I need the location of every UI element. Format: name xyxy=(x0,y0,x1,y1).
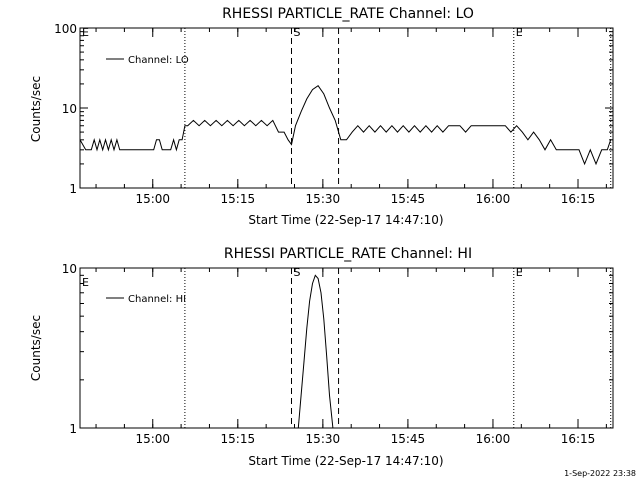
plot-frame xyxy=(79,27,614,189)
y-tick-label: 1 xyxy=(69,422,77,436)
marker-label: E xyxy=(516,26,523,39)
x-tick-label: 15:45 xyxy=(391,432,426,446)
plot-area: 1 10 100 15:00 15:15 15:30 15:45 16:00 16:15 S E xyxy=(54,22,614,206)
marker-label: S xyxy=(293,266,300,279)
y-tick-label: 10 xyxy=(62,262,77,276)
x-tick-label: 15:00 xyxy=(135,432,170,446)
y-axis-label: Counts/sec xyxy=(29,76,43,142)
x-tick-label: 16:15 xyxy=(561,432,596,446)
plot-frame xyxy=(79,267,614,429)
x-tick-label: 15:15 xyxy=(221,192,256,206)
x-tick-label: 16:15 xyxy=(561,192,596,206)
y-tick-label: 10 xyxy=(62,102,77,116)
timestamp: 1-Sep-2022 23:38 xyxy=(564,469,636,478)
x-axis-label: Start Time (22-Sep-17 14:47:10) xyxy=(248,213,443,227)
chart-title: RHESSI PARTICLE_RATE Channel: HI xyxy=(224,246,472,262)
x-tick-label: 15:30 xyxy=(306,192,341,206)
series-line xyxy=(297,274,334,429)
corner-marker-label: E xyxy=(82,26,89,39)
x-tick-label: 15:00 xyxy=(135,192,170,206)
panel-lo: RHESSI PARTICLE_RATE Channel: LO 1101001… xyxy=(29,6,614,227)
y-tick-label: 100 xyxy=(54,22,77,36)
x-tick-label: 15:15 xyxy=(221,432,256,446)
x-axis-label: Start Time (22-Sep-17 14:47:10) xyxy=(248,454,443,468)
series-line xyxy=(79,85,612,166)
marker-label: E xyxy=(516,266,523,279)
x-tick-label: 16:00 xyxy=(476,432,511,446)
x-tick-label: 16:00 xyxy=(476,192,511,206)
x-tick-label: 15:45 xyxy=(391,192,426,206)
chart-title: RHESSI PARTICLE_RATE Channel: LO xyxy=(222,6,474,22)
y-axis-label: Counts/sec xyxy=(29,315,43,381)
x-tick-label: 15:30 xyxy=(306,432,341,446)
corner-marker-label: E xyxy=(82,276,89,289)
legend-label: Channel: LO xyxy=(128,55,189,66)
y-tick-label: 1 xyxy=(69,182,77,196)
marker-label: S xyxy=(293,26,300,39)
panel-hi: RHESSI PARTICLE_RATE Channel: HI 1 10 15:0… xyxy=(29,246,614,468)
legend-label: Channel: HI xyxy=(128,294,186,305)
plot-area: 1 10 15:00 15:15 15:30 15:45 16:00 16:15 S E xyxy=(62,262,614,446)
